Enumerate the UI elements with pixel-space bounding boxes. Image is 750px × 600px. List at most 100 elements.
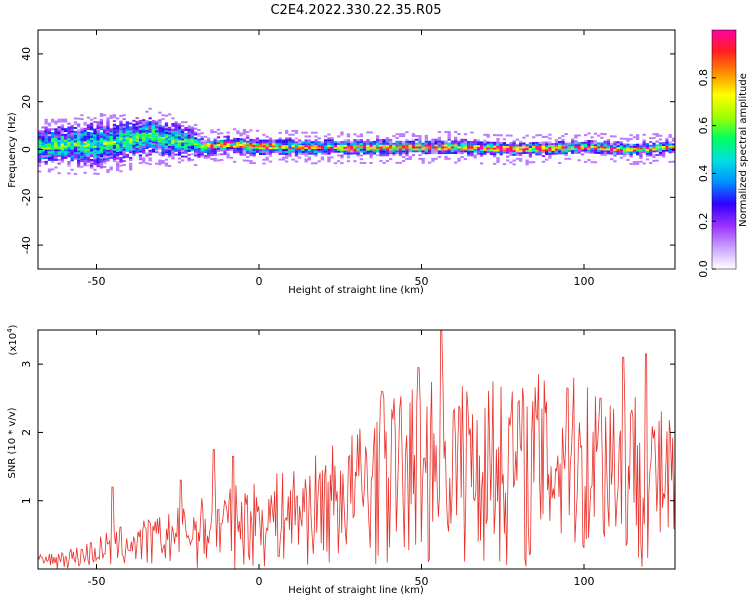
spectrogram-cell bbox=[574, 140, 578, 143]
spectrogram-cell bbox=[645, 145, 650, 147]
spectrogram-cell bbox=[304, 135, 308, 138]
spectrogram-cell bbox=[90, 118, 94, 121]
spectrogram-cell bbox=[70, 153, 74, 156]
spectrogram-cell bbox=[151, 143, 156, 145]
spectrogram-cell bbox=[106, 171, 110, 173]
spectrogram-cell bbox=[93, 121, 97, 123]
spectrogram-cell bbox=[77, 148, 81, 151]
spectrogram-cell bbox=[606, 139, 611, 141]
spectrogram-cell bbox=[493, 162, 497, 165]
spectrogram-cell bbox=[421, 152, 425, 155]
spectrogram-cell bbox=[174, 146, 178, 148]
spectrogram-cell bbox=[610, 146, 614, 149]
spectrogram-cell bbox=[77, 161, 81, 164]
spectrogram-cell bbox=[259, 151, 263, 154]
spectrogram-cell bbox=[119, 164, 123, 167]
spectrogram-cell bbox=[463, 138, 468, 141]
spectrogram-cell bbox=[187, 149, 191, 152]
spectrogram-cell bbox=[99, 139, 104, 142]
spectrogram-cell bbox=[447, 144, 451, 147]
spectrogram-cell bbox=[86, 156, 91, 159]
spectrogram-cell bbox=[73, 138, 78, 141]
spectrogram-cell bbox=[307, 150, 312, 153]
spectrogram-cell bbox=[158, 132, 162, 135]
spectrogram-cell bbox=[158, 153, 162, 156]
spectrogram-cell bbox=[307, 143, 312, 146]
spectrogram-cell bbox=[47, 153, 52, 156]
spectrogram-cell bbox=[155, 135, 159, 138]
spectrogram-cell bbox=[519, 157, 523, 160]
spectrogram-cell bbox=[408, 156, 412, 159]
spectrogram-cell bbox=[246, 131, 250, 134]
spectrogram-cell bbox=[515, 144, 520, 147]
spectrogram-cell bbox=[73, 157, 78, 160]
spectrogram-cell bbox=[447, 131, 451, 133]
spectrogram-cell bbox=[590, 161, 594, 164]
spectrogram-cell bbox=[99, 151, 104, 154]
spectrogram-cell bbox=[145, 126, 149, 128]
spectrogram-cell bbox=[38, 138, 42, 140]
spectrogram-cell bbox=[262, 153, 266, 155]
spectrogram-cell bbox=[603, 144, 607, 147]
spectrogram-cell bbox=[44, 136, 48, 138]
spectrogram-cell bbox=[262, 158, 266, 161]
spectrogram-cell bbox=[356, 144, 360, 147]
spectrogram-cell bbox=[584, 143, 588, 146]
spectrogram-cell bbox=[239, 145, 243, 148]
spectrogram-cell bbox=[187, 148, 191, 150]
colorbar-tick-label: 0.8 bbox=[697, 69, 710, 87]
spectrogram-cell bbox=[90, 164, 94, 167]
spectrogram-cell bbox=[96, 155, 100, 158]
spectrogram-cell bbox=[324, 139, 328, 142]
spectrogram-cell bbox=[548, 143, 552, 146]
spectrogram-cell bbox=[70, 132, 74, 135]
spectrogram-cell bbox=[67, 164, 71, 167]
spectrogram-cell bbox=[376, 140, 380, 143]
spectrogram-cell bbox=[652, 144, 656, 147]
spectrogram-cell bbox=[616, 147, 620, 149]
spectrogram-cell bbox=[467, 150, 471, 153]
spectrogram-cell bbox=[450, 140, 455, 143]
spectrogram-cell bbox=[158, 163, 162, 166]
spectrogram-cell bbox=[60, 143, 65, 146]
spectrogram-cell bbox=[652, 154, 656, 157]
spectrogram-cell bbox=[86, 137, 91, 140]
spectrogram-cell bbox=[213, 146, 217, 149]
spectrogram-cell bbox=[454, 161, 458, 164]
spectrogram-cell bbox=[509, 146, 513, 149]
spectrogram-cell bbox=[148, 140, 152, 143]
spectrogram-cell bbox=[512, 159, 516, 162]
spectrogram-cell bbox=[262, 145, 266, 148]
spectrogram-cell bbox=[662, 147, 666, 150]
spectrogram-cell bbox=[145, 135, 149, 138]
spectrogram-cell bbox=[181, 134, 185, 137]
spectrogram-cell bbox=[483, 141, 487, 144]
spectrogram-cell bbox=[90, 122, 94, 125]
spectrogram-cell bbox=[561, 146, 565, 149]
spectrogram-cell bbox=[317, 143, 321, 146]
spectrogram-cell bbox=[281, 152, 286, 155]
spectrogram-cell bbox=[38, 155, 42, 158]
spectrogram-cell bbox=[51, 153, 55, 156]
spectrogram-cell bbox=[86, 128, 91, 131]
spectrogram-cell bbox=[600, 154, 604, 156]
spectrogram-cell bbox=[148, 159, 152, 162]
spectrogram-cell bbox=[600, 144, 604, 147]
spectrogram-cell bbox=[470, 131, 474, 134]
spectrogram-cell bbox=[73, 134, 78, 137]
spectrogram-cell bbox=[47, 170, 52, 173]
spectrogram-cell bbox=[132, 129, 136, 132]
spectrogram-cell bbox=[593, 151, 598, 154]
spectrogram-cell bbox=[619, 147, 624, 150]
spectrogram-cell bbox=[67, 136, 71, 139]
spectrogram-cell bbox=[645, 152, 650, 155]
spectrogram-cell bbox=[382, 144, 386, 147]
spectrogram-cell bbox=[73, 172, 78, 175]
spectrogram-cell bbox=[509, 153, 513, 156]
spectrogram-cell bbox=[51, 158, 55, 161]
spectrogram-cell bbox=[60, 118, 65, 121]
spectrogram-cell bbox=[418, 146, 422, 149]
spectrogram-cell bbox=[554, 141, 559, 144]
spectrogram-cell bbox=[86, 149, 91, 152]
